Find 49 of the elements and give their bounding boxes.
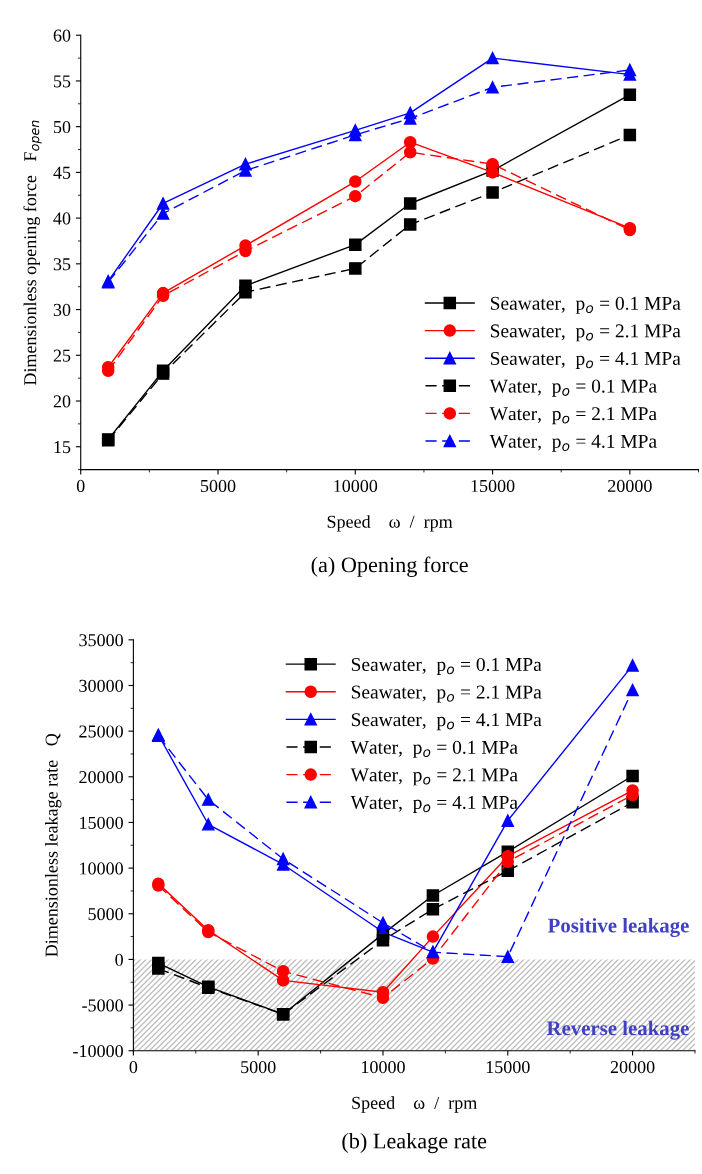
y-tick-label: -5000 [82,999,123,1012]
x-tick-label: 10000 [334,479,378,493]
legend-label: Water, p$_{o}$ = 4.1 MPa [489,434,657,452]
y-tick-label: 15 [54,441,71,454]
x-tick-label: 15000 [486,1060,530,1074]
x-tick-label: 20000 [608,479,652,493]
band-label: Reverse leakage [546,1020,689,1040]
x-axis-title: Speed ω / rpm [352,1096,478,1113]
x-tick-label: 10000 [362,1060,405,1074]
legend-label: Seawater, p$_{o}$ = 2.1 MPa [490,324,681,342]
y-tick-label: 20000 [79,771,123,784]
y-tick-label: 5000 [88,908,123,921]
x-tick-label: 20000 [610,1060,655,1074]
x-axis-title: Speed ω / rpm [327,515,453,532]
legend-label: Seawater, p$_{o}$ = 0.1 MPa [351,657,542,675]
legend-label: Water, p$_{o}$ = 2.1 MPa [489,407,657,425]
annotation: Positive leakage [547,917,689,937]
legend-label: Water, p$_{o}$ = 0.1 MPa [350,740,518,758]
y-axis-title: Dimensionless opening force F$_{open}$ [23,120,42,386]
y-axis-title: Dimensionless leakage rate Q [44,733,62,957]
text: (a) Opening force [311,556,468,577]
legend-label: Seawater, p$_{o}$ = 0.1 MPa [490,296,681,314]
y-tick-label: 30 [53,303,71,317]
y-tick-label: 45 [53,166,71,179]
y-tick-label: 30000 [79,679,123,692]
y-tick-label: 10000 [80,862,123,875]
y-tick-label: 0 [115,953,123,966]
y-tick-label: -10000 [73,1044,123,1058]
y-tick-label: 15000 [80,816,123,829]
legend-label: Water, p$_{o}$ = 4.1 MPa [350,795,518,813]
x-tick-label: 5000 [201,479,236,493]
x-tick-label: 5000 [241,1060,276,1074]
y-tick-label: 60 [53,29,71,42]
y-tick-label: 25 [53,349,71,362]
y-tick-label: 35 [53,258,71,271]
x-tick-label: 15000 [471,479,515,493]
y-tick-label: 55 [54,75,71,88]
y-tick-label: 40 [53,212,71,225]
legend-label: Water, p$_{o}$ = 0.1 MPa [489,379,657,397]
x-tick-label: 0 [129,1060,138,1074]
y-tick-label: 20 [53,395,71,408]
y-tick-label: 35000 [79,634,123,647]
legend-label: Water, p$_{o}$ = 2.1 MPa [350,768,518,786]
legend-label: Seawater, p$_{o}$ = 2.1 MPa [351,685,542,703]
legend-label: Seawater, p$_{o}$ = 4.1 MPa [351,713,542,731]
y-tick-label: 50 [54,120,71,134]
text: (b) Leakage rate [342,1132,487,1154]
y-tick-label: 25000 [79,725,123,738]
legend-label: Seawater, p$_{o}$ = 4.1 MPa [490,351,681,369]
